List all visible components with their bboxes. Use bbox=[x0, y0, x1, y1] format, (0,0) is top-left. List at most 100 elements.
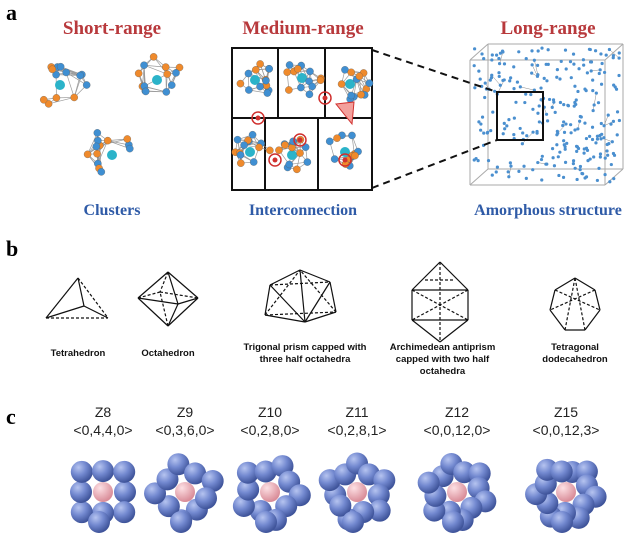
link-atom bbox=[255, 115, 261, 121]
atom bbox=[503, 127, 507, 131]
atom bbox=[540, 154, 544, 158]
shell-atom bbox=[236, 461, 259, 484]
atom bbox=[509, 164, 513, 168]
atom bbox=[167, 81, 176, 89]
atom bbox=[252, 66, 260, 74]
atom bbox=[547, 97, 552, 102]
atom bbox=[482, 57, 486, 61]
shell-atom bbox=[195, 487, 218, 510]
column-caption: Interconnection bbox=[248, 202, 358, 219]
atom bbox=[569, 123, 573, 127]
atom bbox=[592, 155, 596, 159]
atom bbox=[489, 76, 494, 80]
atom bbox=[606, 113, 610, 117]
polyhedron-edge bbox=[167, 303, 179, 327]
core-atom bbox=[93, 482, 113, 502]
center-atom bbox=[55, 80, 65, 90]
atom bbox=[564, 122, 568, 126]
atom bbox=[530, 49, 534, 53]
polyhedron-edge bbox=[411, 319, 441, 343]
atom bbox=[512, 133, 516, 137]
shape-caption: Octahedron bbox=[141, 348, 195, 359]
atom bbox=[550, 147, 555, 151]
atom bbox=[306, 67, 314, 76]
bond bbox=[520, 86, 535, 91]
atom bbox=[599, 82, 604, 86]
cube-edge bbox=[604, 168, 624, 186]
atom bbox=[518, 85, 522, 89]
link-atom bbox=[342, 157, 348, 163]
shell-atom bbox=[156, 468, 179, 491]
atom bbox=[486, 158, 491, 163]
atom bbox=[574, 144, 579, 148]
atom bbox=[48, 65, 57, 74]
atom bbox=[348, 131, 356, 140]
atom bbox=[479, 122, 483, 126]
voronoi-index: <0,2,8,0> bbox=[240, 422, 300, 438]
atom bbox=[316, 76, 325, 84]
atom bbox=[575, 177, 579, 182]
atom bbox=[141, 87, 150, 96]
atom bbox=[524, 92, 528, 96]
atom bbox=[558, 100, 563, 105]
atom bbox=[615, 133, 619, 137]
atom bbox=[256, 60, 264, 68]
polyhedron-edge bbox=[137, 271, 169, 299]
atom bbox=[606, 153, 610, 157]
polyhedron-edge bbox=[159, 291, 169, 327]
polyhedron-edge bbox=[269, 269, 301, 286]
atom bbox=[498, 83, 502, 87]
atom bbox=[303, 158, 312, 166]
front-atom bbox=[170, 511, 192, 533]
bond bbox=[603, 115, 609, 126]
core-atom bbox=[175, 482, 195, 502]
atom bbox=[325, 137, 334, 146]
atom bbox=[598, 68, 602, 72]
atom bbox=[603, 156, 607, 160]
atom bbox=[508, 79, 512, 83]
polyhedron-edge bbox=[45, 277, 79, 319]
atom bbox=[506, 170, 510, 174]
atom bbox=[83, 150, 92, 159]
atom bbox=[522, 164, 526, 168]
atom bbox=[281, 141, 289, 149]
atom bbox=[598, 133, 602, 138]
atom bbox=[288, 143, 296, 152]
atom bbox=[333, 134, 341, 142]
bond bbox=[603, 121, 614, 126]
atom bbox=[514, 100, 518, 104]
column-title: Short-range bbox=[62, 18, 162, 39]
bond bbox=[73, 75, 81, 98]
atom bbox=[52, 94, 61, 102]
atom bbox=[285, 86, 293, 94]
atom bbox=[502, 62, 507, 66]
polyhedron-edge bbox=[594, 289, 601, 311]
atom bbox=[521, 131, 525, 135]
atom bbox=[544, 162, 548, 166]
link-atom bbox=[272, 157, 278, 163]
atom bbox=[515, 80, 520, 84]
atom bbox=[512, 65, 516, 69]
atom bbox=[535, 129, 539, 134]
atom bbox=[609, 122, 613, 126]
bond bbox=[144, 85, 167, 93]
atom bbox=[555, 143, 559, 147]
core-atom bbox=[556, 482, 576, 502]
atom bbox=[162, 88, 171, 96]
atom bbox=[123, 135, 132, 143]
atom bbox=[603, 173, 607, 177]
atom bbox=[568, 60, 573, 64]
polyhedron-edge bbox=[159, 271, 169, 293]
atom bbox=[536, 111, 540, 115]
atom bbox=[578, 168, 582, 172]
atom bbox=[542, 76, 546, 80]
bond bbox=[534, 60, 539, 75]
atom bbox=[608, 180, 612, 184]
atom bbox=[581, 58, 586, 62]
bond bbox=[65, 72, 75, 98]
atom bbox=[149, 53, 158, 61]
shell-atom bbox=[70, 501, 93, 524]
atom bbox=[523, 100, 527, 105]
atom bbox=[583, 176, 587, 180]
